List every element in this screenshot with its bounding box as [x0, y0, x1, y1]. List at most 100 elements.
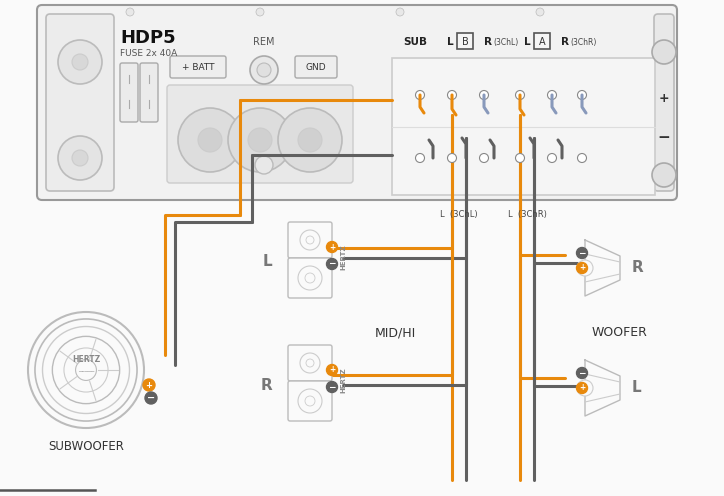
Circle shape: [298, 266, 322, 290]
Circle shape: [58, 40, 102, 84]
FancyBboxPatch shape: [654, 14, 674, 191]
Circle shape: [576, 382, 587, 393]
Circle shape: [306, 236, 314, 244]
Text: A: A: [539, 37, 545, 47]
Circle shape: [145, 392, 157, 404]
Text: −: −: [328, 259, 336, 268]
Text: R: R: [561, 37, 569, 47]
FancyBboxPatch shape: [120, 63, 138, 122]
Text: −: −: [147, 393, 155, 403]
Text: HDP5: HDP5: [120, 29, 176, 47]
Text: +: +: [329, 366, 335, 374]
Circle shape: [577, 260, 593, 276]
Circle shape: [228, 108, 292, 172]
Text: + BATT: + BATT: [182, 62, 214, 71]
Text: +: +: [146, 380, 153, 389]
Text: (3ChR): (3ChR): [570, 38, 597, 47]
Text: L  (3ChL): L (3ChL): [440, 210, 478, 219]
Circle shape: [576, 368, 587, 378]
Circle shape: [576, 262, 587, 273]
Circle shape: [447, 90, 457, 100]
Circle shape: [547, 153, 557, 163]
Text: ─────: ─────: [78, 371, 94, 375]
Text: B: B: [462, 37, 468, 47]
Circle shape: [64, 348, 108, 392]
Circle shape: [577, 380, 593, 396]
Circle shape: [300, 230, 320, 250]
Circle shape: [257, 63, 271, 77]
Circle shape: [143, 379, 155, 391]
FancyBboxPatch shape: [140, 63, 158, 122]
Circle shape: [28, 312, 144, 428]
Text: HERTZ: HERTZ: [72, 356, 100, 365]
Text: SUBWOOFER: SUBWOOFER: [48, 440, 124, 453]
FancyBboxPatch shape: [288, 258, 332, 298]
Text: REM: REM: [253, 37, 274, 47]
Bar: [534, 33, 550, 49]
Text: −: −: [578, 248, 586, 257]
Circle shape: [300, 353, 320, 373]
Circle shape: [515, 153, 524, 163]
Circle shape: [305, 273, 315, 283]
Text: R: R: [260, 377, 272, 392]
Text: (3ChL): (3ChL): [493, 38, 518, 47]
Circle shape: [75, 360, 96, 380]
Circle shape: [298, 128, 322, 152]
Text: SUB: SUB: [403, 37, 427, 47]
Circle shape: [256, 8, 264, 16]
Circle shape: [35, 319, 137, 421]
Circle shape: [306, 359, 314, 367]
Polygon shape: [585, 360, 620, 416]
Text: L: L: [632, 380, 641, 395]
Text: FUSE 2x 40A: FUSE 2x 40A: [120, 50, 177, 59]
Text: +: +: [659, 91, 669, 105]
Text: L: L: [262, 254, 272, 269]
Circle shape: [416, 153, 424, 163]
FancyBboxPatch shape: [170, 56, 226, 78]
Circle shape: [248, 128, 272, 152]
Text: −: −: [328, 382, 336, 391]
Text: +: +: [329, 243, 335, 251]
Circle shape: [327, 381, 337, 392]
Circle shape: [298, 389, 322, 413]
Text: MID/HI: MID/HI: [374, 327, 416, 340]
Circle shape: [396, 8, 404, 16]
Text: R: R: [632, 260, 644, 275]
Text: HERTZ: HERTZ: [340, 244, 346, 270]
Circle shape: [52, 336, 119, 404]
Circle shape: [327, 258, 337, 269]
Circle shape: [250, 56, 278, 84]
Circle shape: [255, 156, 273, 174]
Circle shape: [72, 150, 88, 166]
Text: −: −: [657, 130, 670, 145]
Circle shape: [578, 153, 586, 163]
Circle shape: [305, 396, 315, 406]
Text: L: L: [523, 37, 530, 47]
FancyBboxPatch shape: [288, 345, 332, 381]
FancyBboxPatch shape: [46, 14, 114, 191]
Circle shape: [198, 128, 222, 152]
FancyBboxPatch shape: [295, 56, 337, 78]
FancyBboxPatch shape: [288, 222, 332, 258]
Text: L: L: [447, 37, 453, 47]
Circle shape: [547, 90, 557, 100]
Circle shape: [652, 163, 676, 187]
Circle shape: [479, 90, 489, 100]
Circle shape: [327, 365, 337, 375]
Circle shape: [652, 40, 676, 64]
Polygon shape: [585, 240, 620, 296]
Text: +: +: [579, 383, 585, 392]
FancyBboxPatch shape: [167, 85, 353, 183]
Text: −: −: [578, 369, 586, 377]
Circle shape: [178, 108, 242, 172]
Circle shape: [578, 90, 586, 100]
Circle shape: [72, 54, 88, 70]
Circle shape: [576, 248, 587, 258]
FancyBboxPatch shape: [288, 381, 332, 421]
Circle shape: [327, 242, 337, 252]
Text: L  (3ChR): L (3ChR): [508, 210, 547, 219]
Circle shape: [416, 90, 424, 100]
Bar: [392, 58, 655, 195]
Circle shape: [58, 136, 102, 180]
Circle shape: [479, 153, 489, 163]
